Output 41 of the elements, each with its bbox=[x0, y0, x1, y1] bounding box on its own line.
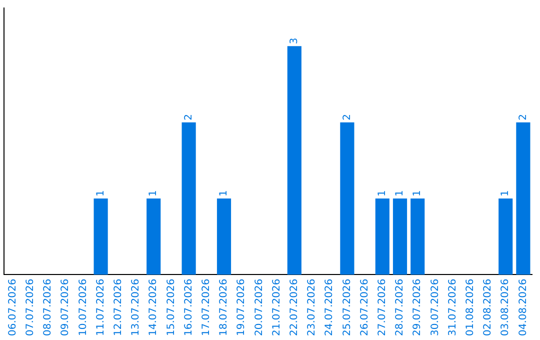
x-tick-label: 07.07.2026 bbox=[24, 278, 36, 336]
x-tick-label: 20.07.2026 bbox=[254, 278, 265, 336]
x-tick-label: 24.07.2026 bbox=[324, 278, 336, 336]
x-tick-label: 31.07.2026 bbox=[447, 278, 458, 336]
x-tick-label: 19.07.2026 bbox=[236, 278, 248, 336]
x-tick-label: 04.08.2026 bbox=[518, 278, 529, 336]
data-label: 1 bbox=[394, 190, 406, 197]
x-tick-label: 12.07.2026 bbox=[112, 278, 124, 336]
data-label: 1 bbox=[500, 190, 512, 197]
x-tick-label: 13.07.2026 bbox=[130, 278, 142, 336]
data-label: 2 bbox=[183, 114, 194, 120]
x-tick-label: 28.07.2026 bbox=[394, 278, 406, 336]
x-tick-label: 17.07.2026 bbox=[200, 278, 212, 336]
data-label: 1 bbox=[376, 190, 388, 197]
x-tick-label: 15.07.2026 bbox=[166, 278, 177, 336]
data-label: 2 bbox=[518, 114, 529, 120]
x-tick-label: 30.07.2026 bbox=[430, 278, 441, 336]
x-tick-label: 03.08.2026 bbox=[500, 278, 512, 336]
x-tick-label: 10.07.2026 bbox=[78, 278, 89, 336]
x-tick-label: 18.07.2026 bbox=[218, 278, 230, 336]
x-tick-label: 14.07.2026 bbox=[148, 278, 160, 336]
x-tick-label: 21.07.2026 bbox=[271, 278, 282, 336]
x-tick-label: 01.08.2026 bbox=[464, 278, 476, 336]
x-tick-label: 09.07.2026 bbox=[60, 278, 72, 336]
x-tick-label: 29.07.2026 bbox=[412, 278, 424, 336]
data-label: 3 bbox=[288, 38, 300, 44]
x-tick-label: 08.07.2026 bbox=[42, 278, 54, 336]
x-tick-label: 02.08.2026 bbox=[482, 278, 494, 336]
data-label: 1 bbox=[95, 190, 106, 197]
data-label: 1 bbox=[412, 190, 424, 197]
x-tick-label: 22.07.2026 bbox=[288, 278, 300, 336]
x-tick-label: 26.07.2026 bbox=[359, 278, 370, 336]
x-tick-label: 25.07.2026 bbox=[342, 278, 353, 336]
data-label: 1 bbox=[148, 190, 160, 197]
x-tick-label: 16.07.2026 bbox=[183, 278, 194, 336]
x-tick-label: 06.07.2026 bbox=[7, 278, 18, 336]
data-label: 2 bbox=[342, 114, 353, 120]
x-tick-label: 27.07.2026 bbox=[376, 278, 388, 336]
x-tick-label: 23.07.2026 bbox=[306, 278, 318, 336]
data-label: 1 bbox=[218, 190, 230, 197]
x-tick-label: 11.07.2026 bbox=[95, 278, 106, 336]
